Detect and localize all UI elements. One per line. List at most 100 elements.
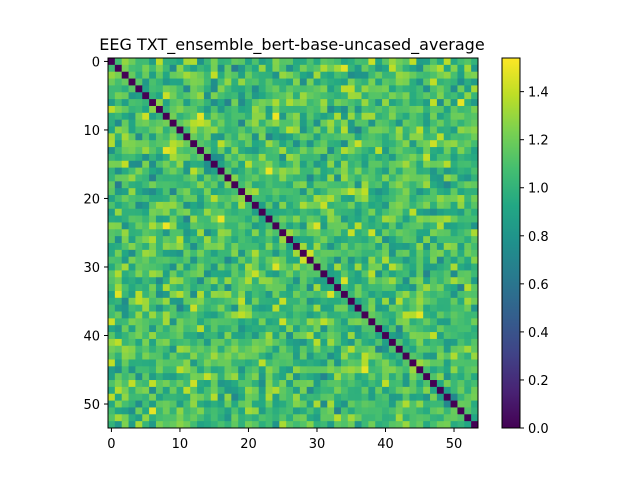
heatmap-cell xyxy=(382,153,390,162)
heatmap-cell xyxy=(265,345,273,354)
heatmap-cell xyxy=(272,119,280,128)
heatmap-cell xyxy=(293,140,301,148)
heatmap-cell xyxy=(354,167,363,175)
heatmap-cell xyxy=(224,215,232,223)
heatmap-cell xyxy=(402,380,410,388)
heatmap-cell xyxy=(313,400,321,408)
heatmap-cell xyxy=(142,208,150,217)
heatmap-cell xyxy=(327,359,335,367)
heatmap-cell xyxy=(450,119,458,128)
heatmap-cell xyxy=(183,311,191,319)
heatmap-cell xyxy=(162,386,171,395)
heatmap-cell xyxy=(293,112,301,121)
heatmap-cell xyxy=(430,229,438,237)
heatmap-cell xyxy=(190,380,198,388)
heatmap-cell xyxy=(217,195,225,203)
heatmap-cell xyxy=(121,373,130,381)
heatmap-cell xyxy=(135,277,143,285)
heatmap-cell xyxy=(443,112,452,121)
heatmap-cell xyxy=(436,58,445,66)
heatmap-cell xyxy=(368,421,376,429)
heatmap-cell xyxy=(443,270,452,278)
heatmap-cell xyxy=(142,297,150,306)
heatmap-cell xyxy=(183,133,191,141)
heatmap-cell xyxy=(443,105,452,114)
heatmap-cell xyxy=(142,338,150,347)
heatmap-cell xyxy=(382,256,390,265)
heatmap-cell xyxy=(320,147,328,155)
heatmap-cell xyxy=(443,393,452,402)
heatmap-cell xyxy=(210,195,219,203)
heatmap-cell xyxy=(279,167,287,175)
heatmap-cell xyxy=(347,92,356,100)
heatmap-cell xyxy=(258,366,267,374)
heatmap-cell xyxy=(457,133,465,141)
heatmap-cell xyxy=(334,153,342,162)
heatmap-cell xyxy=(471,366,479,374)
heatmap-cell xyxy=(114,188,123,196)
heatmap-cell xyxy=(416,359,424,367)
heatmap-cell xyxy=(114,195,123,203)
heatmap-cell xyxy=(224,345,232,354)
heatmap-cell xyxy=(203,201,212,210)
heatmap-cell xyxy=(121,400,130,408)
heatmap-cell xyxy=(251,421,260,429)
heatmap-cell xyxy=(128,352,136,360)
heatmap-cell xyxy=(251,229,260,237)
heatmap-cell xyxy=(464,133,472,141)
heatmap-cell xyxy=(183,188,191,196)
heatmap-cell xyxy=(142,71,150,80)
heatmap-cell xyxy=(121,325,130,333)
heatmap-cell xyxy=(149,249,157,258)
heatmap-cell xyxy=(176,236,184,244)
heatmap-cell xyxy=(354,352,363,360)
heatmap-cell xyxy=(114,58,123,66)
heatmap-cell xyxy=(299,243,308,251)
heatmap-cell xyxy=(416,85,424,93)
heatmap-cell xyxy=(265,201,273,210)
heatmap-cell xyxy=(108,236,116,244)
heatmap-cell xyxy=(286,297,294,306)
heatmap-cell xyxy=(108,304,116,313)
heatmap-cell xyxy=(327,277,335,285)
heatmap-cell xyxy=(354,311,363,319)
heatmap-cell xyxy=(423,222,431,230)
heatmap-cell xyxy=(450,400,458,408)
heatmap-cell xyxy=(286,311,294,319)
x-axis-ticks: 0 10 20 30 40 50 xyxy=(107,428,462,452)
heatmap-cell xyxy=(306,373,315,381)
heatmap-cell xyxy=(245,304,253,313)
heatmap-cell xyxy=(197,366,205,374)
heatmap-cell xyxy=(347,126,356,134)
heatmap-cell xyxy=(306,222,315,230)
heatmap-cell xyxy=(272,359,280,367)
heatmap-cell xyxy=(347,325,356,333)
heatmap-cell xyxy=(402,140,410,148)
heatmap-cell xyxy=(114,92,123,100)
heatmap-cell xyxy=(203,311,212,319)
heatmap-cell xyxy=(382,167,390,175)
heatmap-cell xyxy=(293,407,301,415)
heatmap-cell xyxy=(293,290,301,299)
heatmap-cell xyxy=(423,85,431,93)
heatmap-cell xyxy=(231,290,239,299)
heatmap-cell xyxy=(423,263,431,271)
heatmap-cell xyxy=(457,249,465,258)
heatmap-cell xyxy=(375,71,383,80)
heatmap-cell xyxy=(114,407,123,415)
heatmap-cell xyxy=(286,147,294,155)
heatmap-cell xyxy=(258,126,267,134)
heatmap-cell xyxy=(388,256,397,265)
heatmap-cell xyxy=(231,332,239,340)
heatmap-cell xyxy=(327,352,335,360)
heatmap-cell xyxy=(361,92,369,100)
heatmap-cell xyxy=(340,290,349,299)
heatmap-cell xyxy=(320,263,328,271)
heatmap-cell xyxy=(388,311,397,319)
heatmap-cell xyxy=(457,366,465,374)
heatmap-cell xyxy=(217,201,225,210)
heatmap-cell xyxy=(162,160,171,169)
heatmap-cell xyxy=(450,195,458,203)
heatmap-cell xyxy=(436,160,445,169)
heatmap-cell xyxy=(121,311,130,319)
